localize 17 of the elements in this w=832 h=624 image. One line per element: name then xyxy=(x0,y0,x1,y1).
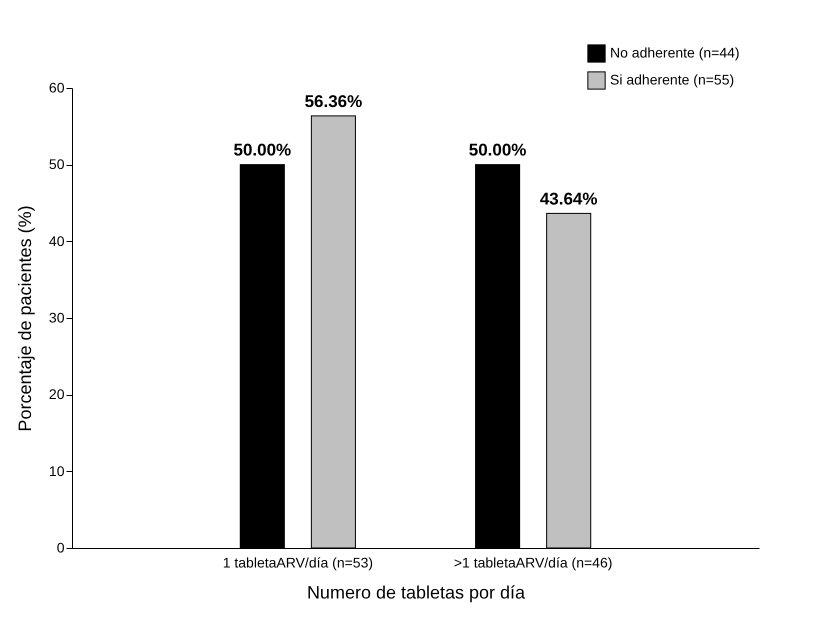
x-axis-title: Numero de tabletas por día xyxy=(306,582,526,602)
data-label: 50.00% xyxy=(233,140,292,160)
y-tick-label: 50 xyxy=(48,156,65,172)
legend-label: Si adherente (n=55) xyxy=(610,72,734,88)
legend-label: No adherente (n=44) xyxy=(610,44,740,60)
y-tick-label: 30 xyxy=(48,310,65,326)
x-tick-label: >1 tabletaARV/día (n=46) xyxy=(454,554,612,570)
data-label: 50.00% xyxy=(468,140,526,160)
x-tick-label: 1 tabletaARV/día (n=53) xyxy=(222,554,374,570)
data-label: 56.36% xyxy=(304,92,362,111)
y-axis-title: Porcentaje de pacientes (%) xyxy=(14,205,35,432)
y-tick-label: 40 xyxy=(48,232,65,249)
y-tick-label: 0 xyxy=(56,540,65,556)
y-tick-label: 10 xyxy=(48,462,65,479)
data-label: 43.64% xyxy=(540,189,598,208)
y-tick-label: 20 xyxy=(48,386,65,402)
y-tick-label: 60 xyxy=(48,80,65,96)
